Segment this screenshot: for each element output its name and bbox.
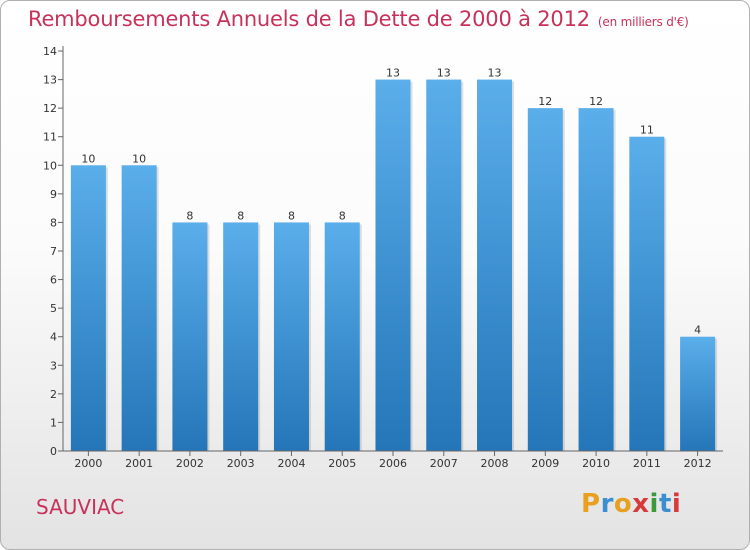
x-tick-label-2003: 2003	[227, 457, 255, 470]
y-tick-label: 12	[43, 102, 57, 115]
proxiti-logo: Proxiti	[581, 489, 681, 519]
data-label-2005: 8	[339, 209, 346, 222]
data-label-2000: 10	[81, 152, 95, 165]
y-tick-label: 10	[43, 159, 57, 172]
y-tick-label: 13	[43, 74, 57, 87]
data-label-2008: 13	[488, 67, 502, 80]
y-tick-label: 8	[50, 216, 57, 229]
x-tick-label-2001: 2001	[125, 457, 153, 470]
bar-2001	[121, 165, 157, 452]
x-tick-label-2008: 2008	[481, 457, 509, 470]
x-tick-label-2000: 2000	[74, 457, 102, 470]
logo-letter: r	[600, 489, 614, 519]
chart-title: Remboursements Annuels de la Dette de 20…	[28, 7, 689, 31]
data-label-2010: 12	[589, 95, 603, 108]
data-label-2011: 11	[640, 124, 654, 137]
bar-2007	[426, 79, 462, 452]
bar-2012	[680, 336, 716, 451]
y-tick-label: 3	[50, 359, 57, 372]
y-tick-label: 9	[50, 188, 57, 201]
bar-2002	[172, 222, 208, 451]
data-label-2004: 8	[288, 209, 295, 222]
bar-2003	[223, 222, 259, 451]
y-tick-label: 14	[43, 45, 57, 58]
y-tick-label: 5	[50, 302, 57, 315]
x-tick-label-2010: 2010	[582, 457, 610, 470]
data-label-2002: 8	[186, 209, 193, 222]
x-tick-label-2002: 2002	[176, 457, 204, 470]
bar-2005	[324, 222, 360, 451]
logo-letter: i	[671, 489, 682, 519]
logo-letter: P	[581, 489, 601, 519]
x-axis: 2000 2001 2002 2003 2004 2005 2006 2007 2008 2009…	[63, 450, 723, 470]
y-tick-label: 1	[50, 416, 57, 429]
y-tick-label: 4	[50, 331, 57, 344]
logo-letter: o	[613, 489, 633, 519]
bar-2011	[629, 136, 665, 451]
y-tick-label: 2	[50, 388, 57, 401]
x-tick-label-2004: 2004	[277, 457, 305, 470]
bar-2010	[578, 108, 614, 452]
x-tick-label-2012: 2012	[684, 457, 712, 470]
chart-title-text: Remboursements Annuels de la Dette de 20…	[28, 7, 590, 31]
chart-subtitle: (en milliers d'€)	[597, 15, 689, 29]
bar-2009	[527, 108, 563, 452]
logo-letter: t	[658, 489, 672, 519]
data-label-2003: 8	[237, 209, 244, 222]
x-tick-label-2005: 2005	[328, 457, 356, 470]
data-label-2007: 13	[437, 67, 451, 80]
bars: 10 10 8 8 8 8 13 13 13 12 12 11 4	[70, 67, 718, 452]
bar-2000	[70, 165, 106, 452]
x-tick-label-2009: 2009	[531, 457, 559, 470]
data-label-2006: 13	[386, 67, 400, 80]
bar-2008	[477, 79, 513, 452]
bar-2006	[375, 79, 411, 452]
logo-letter: i	[649, 489, 659, 519]
bar-2004	[273, 222, 309, 451]
data-label-2012: 4	[694, 324, 701, 337]
y-tick-label: 11	[43, 131, 57, 144]
y-tick-label: 6	[50, 274, 57, 287]
x-tick-label-2011: 2011	[633, 457, 661, 470]
data-label-2001: 10	[132, 152, 146, 165]
data-label-2009: 12	[538, 95, 552, 108]
logo-letter: x	[632, 489, 650, 519]
y-tick-label: 7	[50, 245, 57, 258]
y-tick-label: 0	[50, 445, 57, 458]
x-tick-label-2006: 2006	[379, 457, 407, 470]
x-tick-label-2007: 2007	[430, 457, 458, 470]
commune-name: SAUVIAC	[36, 495, 125, 519]
